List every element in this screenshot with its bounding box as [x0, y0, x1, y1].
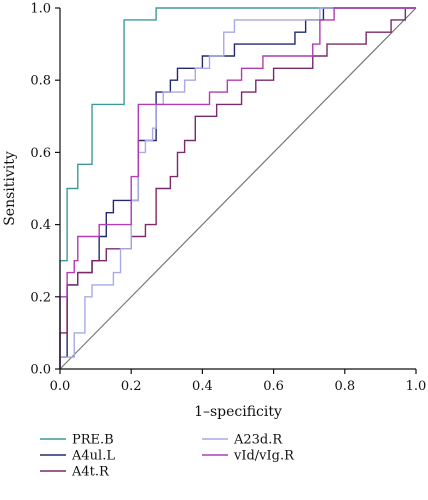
series-line-pre-b [59, 7, 416, 369]
y-tick-label: 0.2 [30, 290, 51, 305]
y-tick-label: 0.4 [30, 218, 51, 233]
legend-item: A4t.R [40, 465, 110, 480]
legend-label: A23d.R [233, 433, 283, 448]
x-tick-label: 0.4 [192, 379, 213, 394]
legend-item: vId/vIg.R [202, 449, 295, 464]
y-tick-label: 0.0 [30, 363, 51, 378]
legend-item: PRE.B [40, 433, 114, 448]
plot-area [59, 7, 417, 370]
y-axis-title: Sensitivity [2, 151, 18, 226]
x-tick-label: 0.8 [334, 379, 355, 394]
series-line-vid-vig-r [59, 7, 416, 369]
y-tick-label: 0.6 [30, 146, 51, 161]
y-tick-label: 1.0 [30, 2, 51, 17]
legend-label: A4t.R [71, 465, 110, 480]
series-line-a4t-r [59, 7, 416, 369]
x-tick-label: 0.6 [263, 379, 284, 394]
legend-item: A4ul.L [40, 449, 115, 464]
legend-item: A23d.R [202, 433, 283, 448]
series-line-a23d-r [59, 7, 416, 369]
x-tick-label: 1.0 [406, 379, 427, 394]
x-tick-label: 0.2 [121, 379, 142, 394]
legend-label: PRE.B [72, 433, 114, 448]
x-axis-title: 1–specificity [194, 404, 282, 420]
reference-diagonal-line [59, 7, 417, 370]
legend-label: A4ul.L [71, 449, 115, 464]
legend-label: vId/vIg.R [233, 449, 295, 464]
x-tick-label: 0.0 [50, 379, 71, 394]
y-tick-label: 0.8 [30, 74, 51, 89]
axes: 0.0 0.2 0.4 0.6 0.8 1.0 0.0 0.2 0.4 0.6 0.8 1.0 [30, 2, 426, 395]
